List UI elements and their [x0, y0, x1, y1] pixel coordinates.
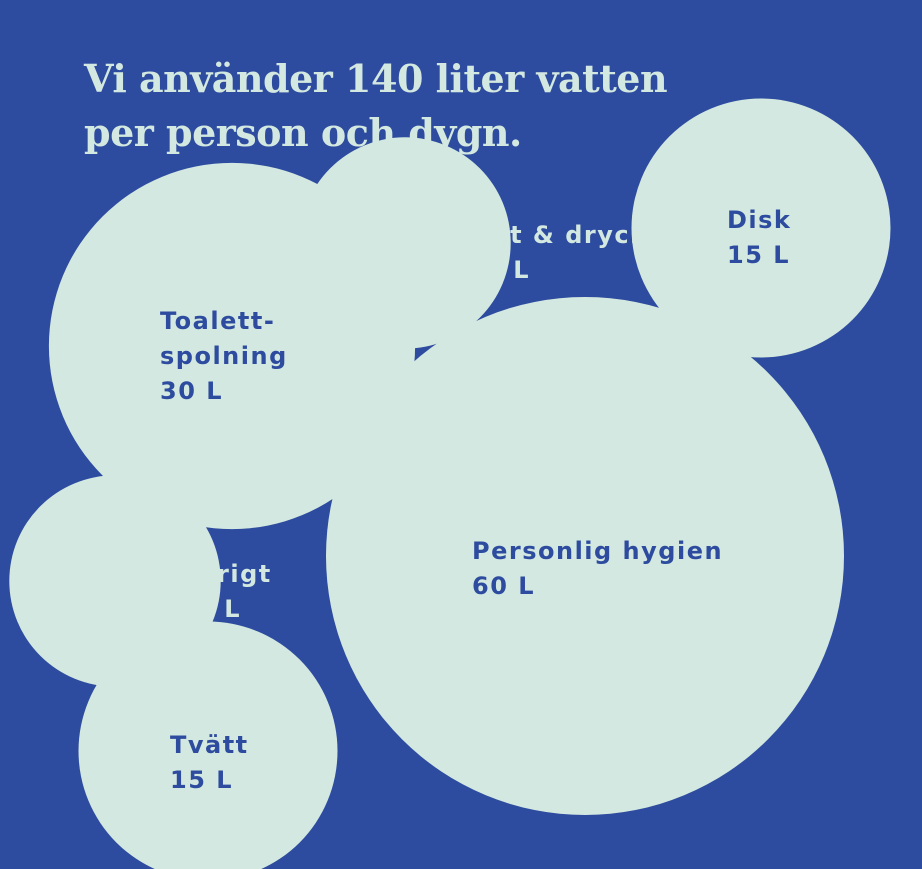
bubble-label-ovrigt: Övrigt: [178, 558, 272, 588]
bubble-group-ovrigt: Övrigt 10 L: [9, 475, 272, 687]
bubble-group-personlig-hygien: Personlig hygien 60 L: [326, 297, 844, 815]
bubble-ovrigt: [9, 475, 221, 687]
bubble-group-tvatt: Tvätt 15 L: [78, 621, 338, 869]
bubble-disk: [631, 98, 891, 358]
bubble-value-tvatt: 15 L: [170, 766, 233, 794]
bubble-personlig-hygien: [326, 297, 844, 815]
chart-title-line-1: Vi använder 140 liter vatten: [84, 56, 668, 101]
bubble-value-personlig-hygien: 60 L: [472, 572, 535, 600]
bubble-label-tvatt: Tvätt: [170, 731, 249, 759]
bubble-label-mat-dryck: Mat & dryck: [467, 221, 648, 249]
chart-title: Vi använder 140 liter vatten per person …: [84, 52, 668, 160]
bubble-mat-dryck: [299, 137, 511, 349]
bubble-label-toalettspolning-2: spolning: [160, 342, 288, 370]
bubble-group-mat-dryck: Mat & dryck 10 L: [299, 137, 648, 349]
bubble-value-disk: 15 L: [727, 241, 790, 269]
bubble-value-mat-dryck: 10 L: [467, 256, 530, 284]
bubble-label-toalettspolning-1: Toalett-: [160, 307, 275, 335]
bubble-tvatt: [78, 621, 338, 869]
bubble-label-disk: Disk: [727, 206, 791, 234]
bubble-label-personlig-hygien: Personlig hygien: [472, 537, 723, 565]
bubble-value-ovrigt: 10 L: [178, 595, 241, 623]
bubble-group-disk: Disk 15 L: [631, 98, 891, 358]
bubble-value-toalettspolning: 30 L: [160, 377, 223, 405]
